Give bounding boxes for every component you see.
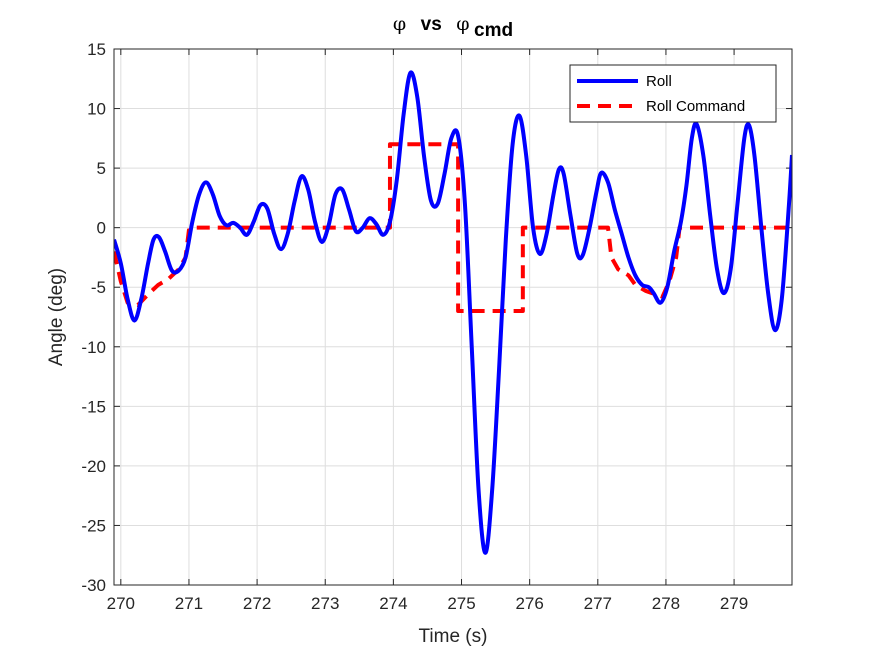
- y-tick-label: 10: [87, 100, 106, 119]
- title-phi-cmd: φ: [456, 13, 469, 35]
- title-phi: φ: [393, 13, 406, 35]
- legend-roll-label: Roll: [646, 73, 672, 90]
- y-tick-label: -10: [81, 338, 106, 357]
- legend: Roll Roll Command: [569, 64, 777, 123]
- x-axis-label: Time (s): [419, 626, 488, 647]
- y-tick-label: -15: [81, 397, 106, 416]
- legend-roll-command-label: Roll Command: [646, 98, 745, 115]
- x-tick-label: 271: [175, 594, 203, 613]
- y-tick-label: -25: [81, 516, 106, 535]
- plot-frame: [113, 48, 793, 586]
- plot-area: [114, 49, 792, 585]
- series-layer: [114, 70, 792, 555]
- x-tick-label: 275: [447, 594, 475, 613]
- x-tick-label: 279: [720, 594, 748, 613]
- legend-box: [569, 64, 777, 123]
- y-tick-label: 15: [87, 40, 106, 59]
- chart-title: φ vs φ cmd: [393, 13, 513, 41]
- x-tick-label: 278: [652, 594, 680, 613]
- y-tick-label: 0: [97, 219, 106, 238]
- y-tick-label: 5: [97, 159, 106, 178]
- title-vs: vs: [421, 14, 442, 35]
- x-tick-label: 274: [379, 594, 407, 613]
- x-tick-label: 270: [107, 594, 135, 613]
- x-tick-label: 277: [584, 594, 612, 613]
- y-tick-label: -30: [81, 576, 106, 595]
- y-axis-label: Angle (deg): [46, 268, 67, 366]
- y-tick-labels: 15 10 5 0 -5 -10 -15 -20 -25 -30: [81, 40, 106, 595]
- x-tick-label: 276: [515, 594, 543, 613]
- x-tick-labels: 270 271 272 273 274 275 276 277 278 279: [107, 594, 749, 613]
- x-tick-label: 273: [311, 594, 339, 613]
- title-subscript: cmd: [474, 20, 513, 41]
- x-tick-label: 272: [243, 594, 271, 613]
- series-roll-command-line: [114, 142, 792, 314]
- y-tick-label: -5: [91, 278, 106, 297]
- series-roll-line: [114, 70, 792, 555]
- y-tick-label: -20: [81, 457, 106, 476]
